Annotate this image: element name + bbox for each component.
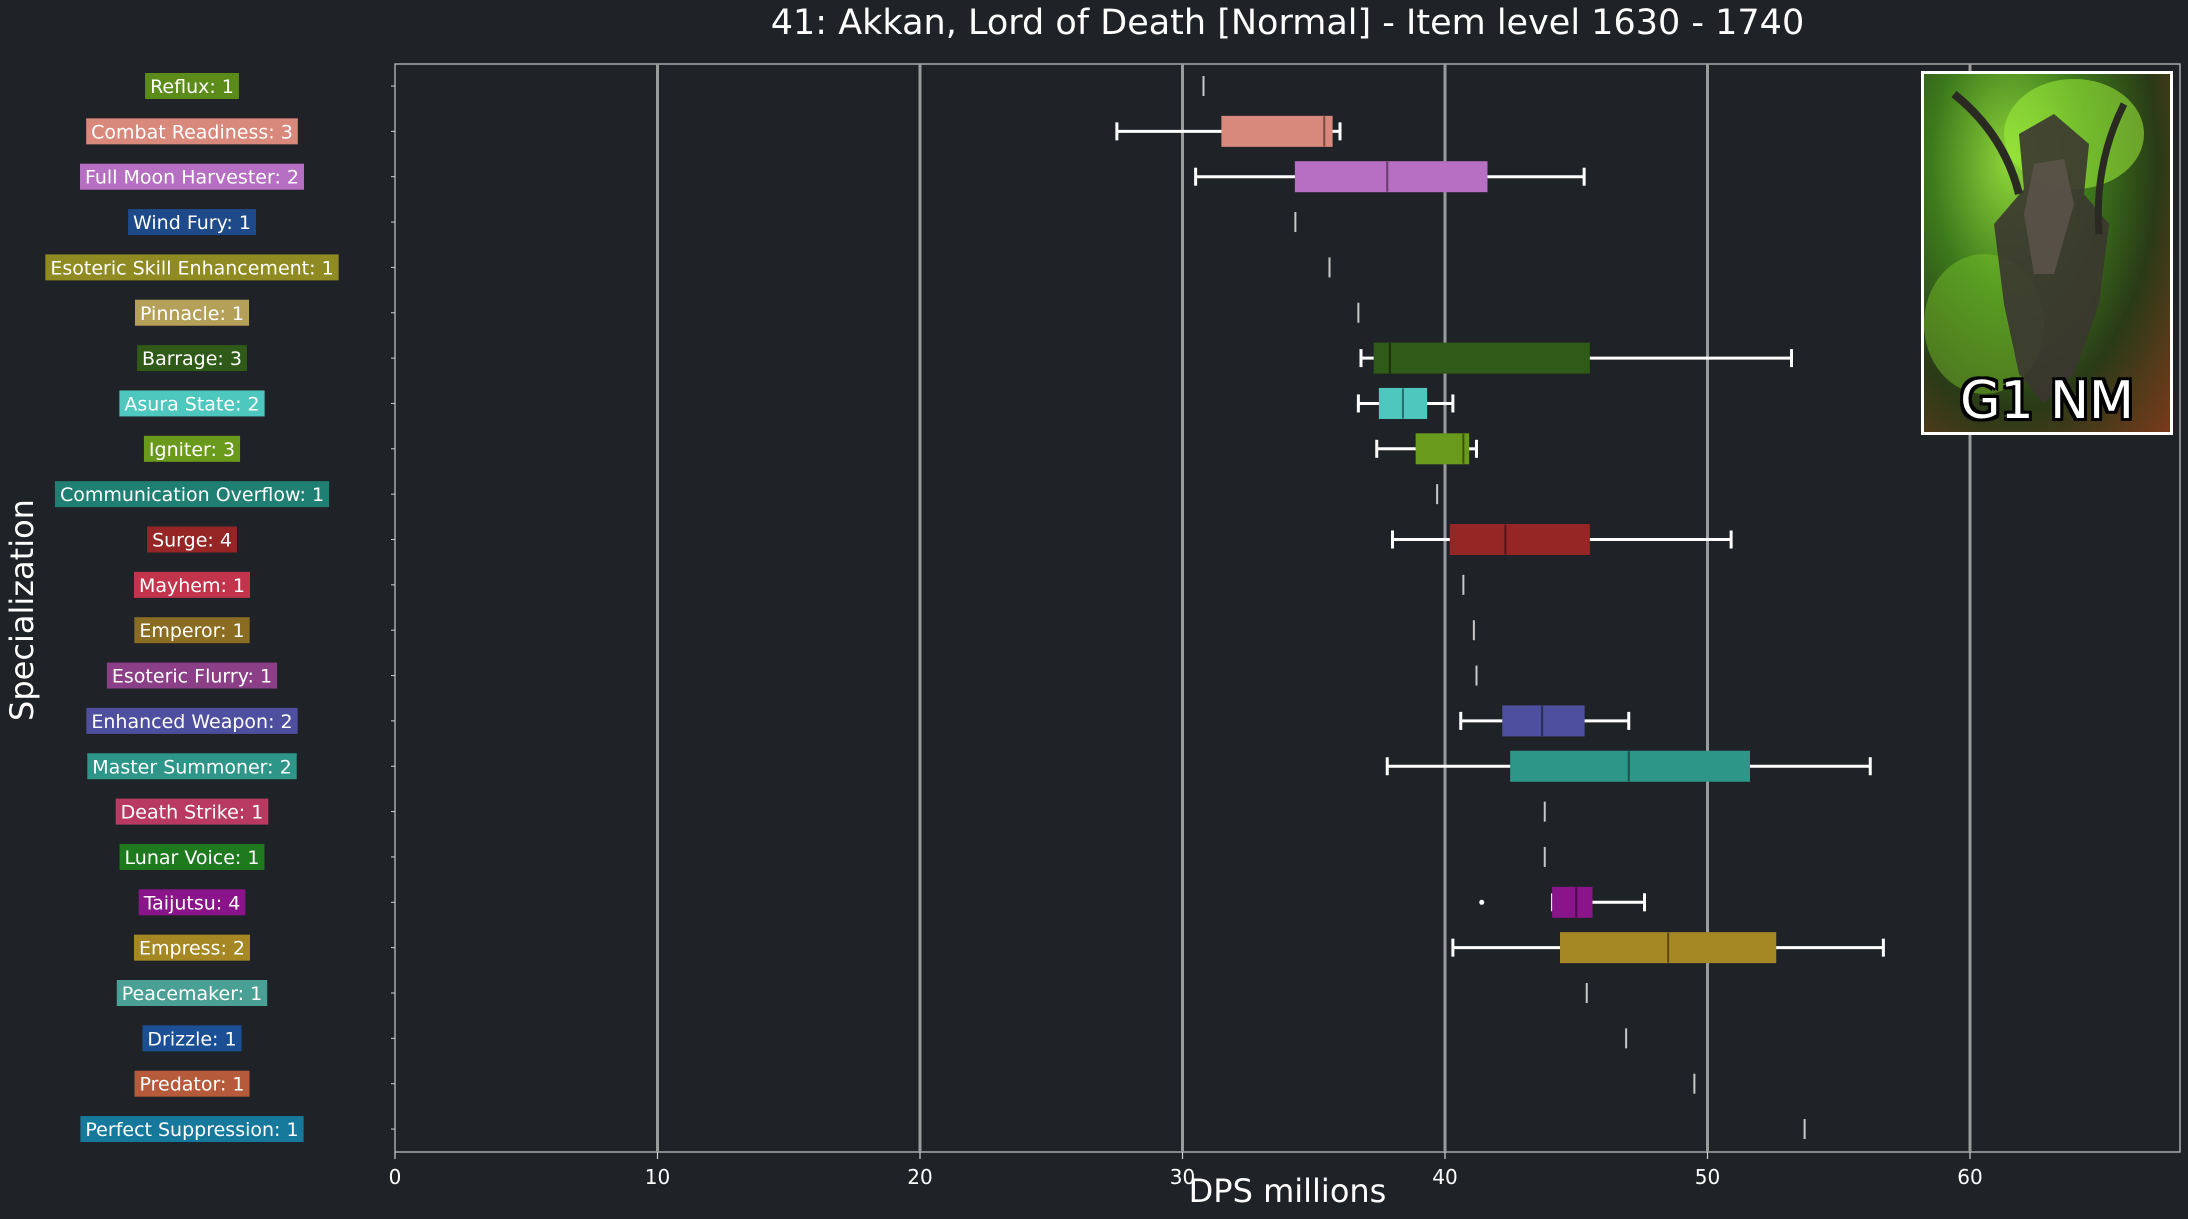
- x-tick-label: 10: [645, 1165, 670, 1189]
- plot-frame: [394, 63, 2181, 1153]
- category-label-background: [142, 1025, 242, 1052]
- category-label-background: [134, 934, 250, 961]
- box-series: [1451, 932, 1885, 964]
- boss-thumbnail: G1 NM: [1921, 71, 2173, 435]
- category-label: Peacemaker: 1: [122, 983, 262, 1005]
- box-series: [1479, 886, 1646, 918]
- category-label-background: [128, 209, 256, 236]
- box-series: [1356, 387, 1455, 419]
- x-tick-label: 50: [1695, 1165, 1720, 1189]
- box-series: [1375, 433, 1478, 465]
- category-label-background: [87, 753, 297, 780]
- y-axis-label: Specialization: [3, 499, 41, 721]
- category-label-background: [134, 1070, 250, 1097]
- category-label-background: [133, 571, 251, 598]
- category-label-background: [45, 254, 339, 281]
- category-label: Predator: 1: [140, 1074, 245, 1096]
- category-label: Combat Readiness: 3: [91, 121, 293, 143]
- x-tick-label: 40: [1432, 1165, 1457, 1189]
- x-tick-label: 60: [1957, 1165, 1982, 1189]
- category-label: Wind Fury: 1: [133, 212, 251, 234]
- category-label: Reflux: 1: [150, 76, 234, 98]
- category-label: Enhanced Weapon: 2: [91, 711, 292, 733]
- x-tick-label: 20: [907, 1165, 932, 1189]
- outlier-point: [1479, 899, 1485, 905]
- category-label-background: [135, 299, 249, 326]
- box-series: [1385, 750, 1872, 782]
- box-series: [1194, 161, 1586, 193]
- category-label: Lunar Voice: 1: [125, 847, 260, 869]
- category-label-background: [54, 481, 330, 508]
- category-label: Full Moon Harvester: 2: [85, 167, 299, 189]
- y-tick-labels: Reflux: 1 Combat Readiness: 3 Full Moon Ha…: [45, 73, 339, 1143]
- box-series: [1459, 705, 1631, 737]
- x-tick-label: 30: [1170, 1165, 1195, 1189]
- category-label-background: [80, 163, 304, 190]
- category-label-background: [143, 435, 241, 462]
- box-series: [1391, 524, 1733, 555]
- category-label: Surge: 4: [152, 530, 232, 552]
- box-iqr: [1449, 524, 1590, 555]
- category-label: Esoteric Flurry: 1: [112, 666, 272, 688]
- box-iqr: [1378, 387, 1428, 419]
- category-label: Drizzle: 1: [147, 1028, 236, 1050]
- box-iqr: [1221, 115, 1333, 147]
- category-label-background: [115, 798, 269, 825]
- box-iqr: [1294, 161, 1488, 193]
- box-iqr: [1373, 342, 1590, 374]
- category-label: Pinnacle: 1: [140, 303, 244, 325]
- box-series: [1115, 115, 1342, 147]
- category-label: Death Strike: 1: [121, 802, 264, 824]
- box-iqr: [1552, 886, 1593, 918]
- x-axis-label: DPS millions: [1188, 1172, 1387, 1210]
- category-label: Emperor: 1: [139, 620, 244, 642]
- category-label: Taijutsu: 4: [143, 892, 241, 914]
- category-label-background: [145, 73, 239, 99]
- category-label-background: [138, 889, 246, 916]
- category-label: Barrage: 3: [142, 348, 242, 370]
- box-iqr: [1502, 705, 1585, 737]
- box-series: [1359, 342, 1793, 374]
- category-label: Perfect Suppression: 1: [85, 1119, 298, 1141]
- category-label: Master Summoner: 2: [92, 756, 291, 778]
- category-label-background: [116, 980, 268, 1006]
- category-label: Mayhem: 1: [139, 575, 245, 597]
- category-label: Communication Overflow: 1: [60, 484, 324, 506]
- category-label-background: [147, 526, 237, 553]
- category-label: Igniter: 3: [149, 439, 235, 461]
- category-label: Asura State: 2: [124, 393, 259, 415]
- category-label-background: [119, 843, 265, 870]
- x-tick-label: 0: [389, 1165, 402, 1189]
- box-iqr: [1560, 932, 1777, 964]
- chart-title: 41: Akkan, Lord of Death [Normal] - Item…: [770, 3, 1805, 43]
- category-label: Empress: 2: [139, 938, 245, 960]
- boss-figure-image: [1924, 79, 2144, 404]
- category-label-background: [119, 390, 265, 417]
- category-label-background: [137, 345, 247, 372]
- box-iqr: [1415, 433, 1470, 465]
- category-label-background: [86, 707, 298, 734]
- category-label: Esoteric Skill Enhancement: 1: [50, 257, 333, 279]
- category-label-background: [134, 617, 250, 644]
- thumbnail-caption: G1 NM: [1960, 371, 2134, 431]
- box-iqr: [1510, 750, 1750, 782]
- category-label-background: [80, 1116, 304, 1143]
- category-label-background: [106, 662, 278, 689]
- category-label-background: [86, 118, 298, 145]
